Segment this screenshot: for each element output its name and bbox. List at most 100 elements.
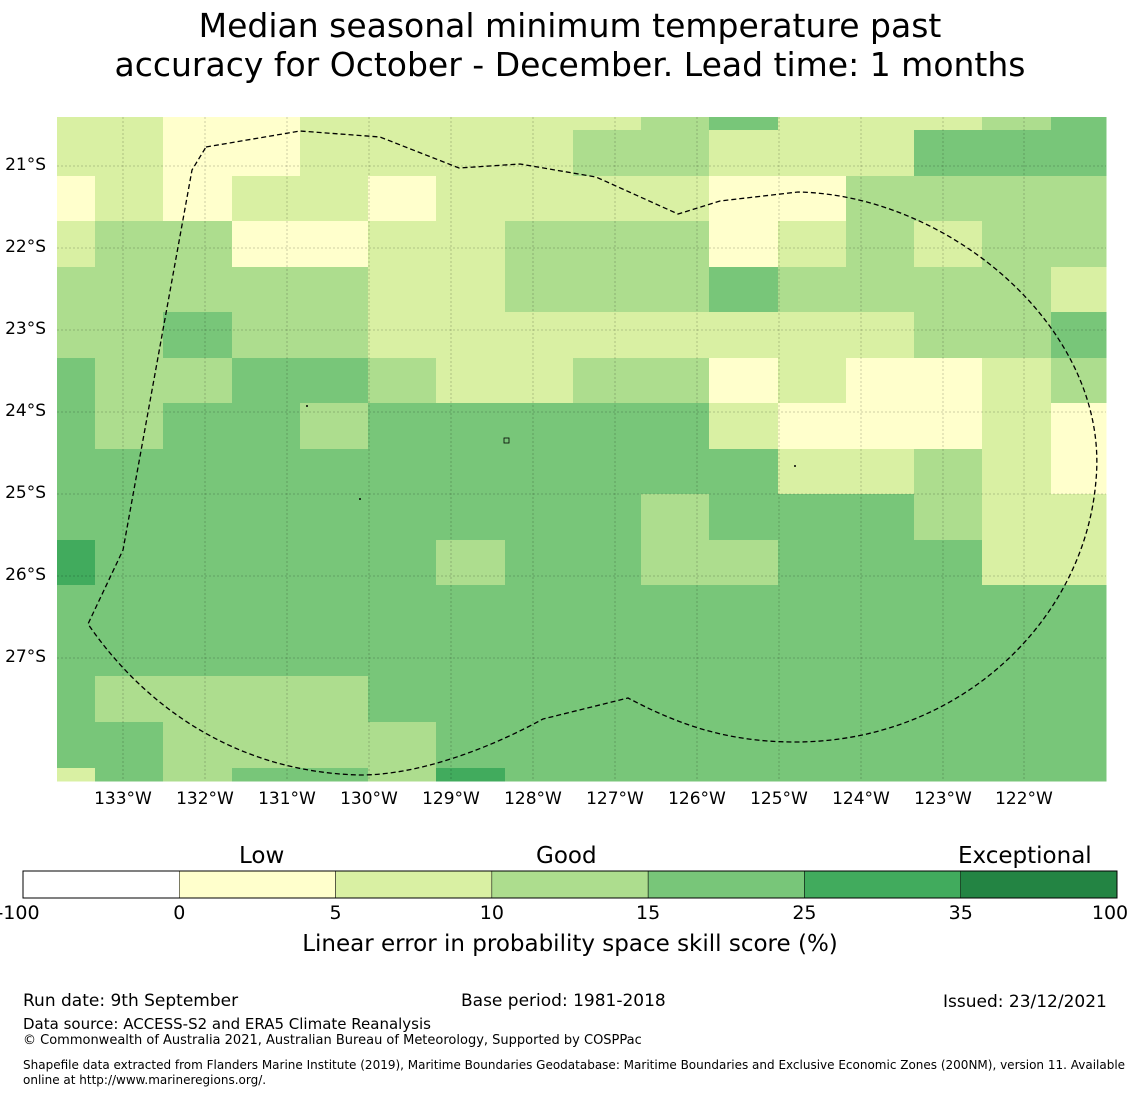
skill-cell bbox=[232, 676, 301, 723]
skill-cell bbox=[914, 312, 983, 359]
skill-cell bbox=[436, 494, 506, 541]
skill-cell bbox=[163, 768, 233, 782]
skill-cell bbox=[163, 494, 233, 541]
skill-cell bbox=[368, 631, 437, 677]
skill-cell bbox=[163, 358, 233, 404]
skill-cell bbox=[505, 358, 574, 404]
map-title-line-1: Median seasonal minimum temperature past bbox=[198, 6, 942, 45]
skill-cell bbox=[573, 494, 642, 541]
skill-cell bbox=[505, 631, 574, 677]
skill-cell bbox=[709, 117, 779, 131]
skill-cell bbox=[778, 267, 847, 313]
skill-cell bbox=[709, 494, 779, 541]
skill-cell bbox=[300, 631, 369, 677]
skill-cell bbox=[300, 540, 369, 586]
skill-cell bbox=[641, 267, 710, 313]
skill-cell bbox=[573, 676, 642, 723]
skill-map bbox=[57, 117, 1107, 782]
skill-cell bbox=[368, 494, 437, 541]
skill-cell bbox=[368, 676, 437, 723]
skill-cell bbox=[982, 540, 1052, 586]
longitude-label: 122°W bbox=[995, 789, 1053, 809]
skill-cell bbox=[573, 631, 642, 677]
skill-cell bbox=[778, 221, 847, 268]
skill-cell bbox=[95, 540, 164, 586]
island-marks bbox=[306, 405, 796, 500]
skill-cell bbox=[641, 312, 710, 359]
skill-cell bbox=[914, 221, 983, 268]
latitude-label: 22°S bbox=[5, 237, 46, 257]
skill-cell bbox=[914, 540, 983, 586]
skill-cell bbox=[300, 722, 369, 769]
skill-cell bbox=[368, 722, 437, 769]
colorbar-segment bbox=[179, 870, 336, 899]
skill-cell bbox=[95, 267, 164, 313]
skill-cell bbox=[709, 676, 779, 723]
skill-cell bbox=[505, 449, 574, 495]
colorbar-segments bbox=[22, 870, 1118, 899]
skill-cell bbox=[914, 267, 983, 313]
skill-cell bbox=[641, 585, 710, 632]
skill-cell bbox=[57, 494, 96, 541]
skill-cell bbox=[709, 267, 779, 313]
eez-boundary bbox=[87, 130, 1098, 776]
skill-cell bbox=[914, 403, 983, 450]
skill-cell bbox=[1051, 494, 1107, 541]
longitude-label: 133°W bbox=[94, 789, 152, 809]
skill-cell bbox=[846, 358, 915, 404]
skill-cell bbox=[300, 221, 369, 268]
colorbar-tick-label: 100 bbox=[1091, 902, 1129, 924]
skill-cell bbox=[163, 540, 233, 586]
skill-cell bbox=[1051, 221, 1107, 268]
colorbar-segment bbox=[804, 870, 961, 899]
skill-cell bbox=[709, 768, 779, 782]
skill-cell bbox=[573, 267, 642, 313]
skill-cell bbox=[846, 494, 915, 541]
longitude-label: 130°W bbox=[340, 789, 398, 809]
skill-cell bbox=[232, 403, 301, 450]
skill-cell bbox=[300, 676, 369, 723]
longitude-label: 123°W bbox=[914, 789, 972, 809]
skill-cell bbox=[1051, 117, 1107, 131]
skill-cell bbox=[368, 449, 437, 495]
skill-cell bbox=[778, 358, 847, 404]
colorbar-category-good: Good bbox=[536, 843, 597, 869]
skill-cell bbox=[232, 631, 301, 677]
skill-cell bbox=[57, 631, 96, 677]
skill-cell bbox=[163, 631, 233, 677]
skill-cell bbox=[57, 117, 96, 131]
colorbar bbox=[22, 870, 1118, 899]
skill-cell bbox=[163, 176, 233, 222]
skill-cell bbox=[641, 631, 710, 677]
skill-cell bbox=[57, 312, 96, 359]
skill-cell bbox=[641, 540, 710, 586]
skill-cell bbox=[436, 403, 506, 450]
skill-cell bbox=[368, 403, 437, 450]
skill-cell bbox=[436, 540, 506, 586]
skill-grid bbox=[57, 117, 1107, 782]
latitude-label: 26°S bbox=[5, 565, 46, 585]
skill-cell bbox=[232, 585, 301, 632]
skill-cell bbox=[57, 403, 96, 450]
skill-cell bbox=[1051, 130, 1107, 177]
skill-cell bbox=[846, 676, 915, 723]
skill-cell bbox=[1051, 585, 1107, 632]
skill-cell bbox=[846, 403, 915, 450]
skill-cell bbox=[436, 130, 506, 177]
skill-cell bbox=[914, 117, 983, 131]
skill-cell bbox=[436, 358, 506, 404]
skill-cell bbox=[505, 267, 574, 313]
skill-cell bbox=[436, 768, 506, 782]
colorbar-segment bbox=[22, 870, 180, 899]
skill-cell bbox=[57, 267, 96, 313]
skill-cell bbox=[914, 494, 983, 541]
skill-cell bbox=[573, 449, 642, 495]
latitude-label: 23°S bbox=[5, 319, 46, 339]
skill-cell bbox=[300, 449, 369, 495]
skill-cell bbox=[300, 494, 369, 541]
skill-cell bbox=[436, 676, 506, 723]
skill-cell bbox=[95, 722, 164, 769]
skill-cell bbox=[846, 768, 915, 782]
skill-cell bbox=[778, 130, 847, 177]
skill-cell bbox=[914, 449, 983, 495]
